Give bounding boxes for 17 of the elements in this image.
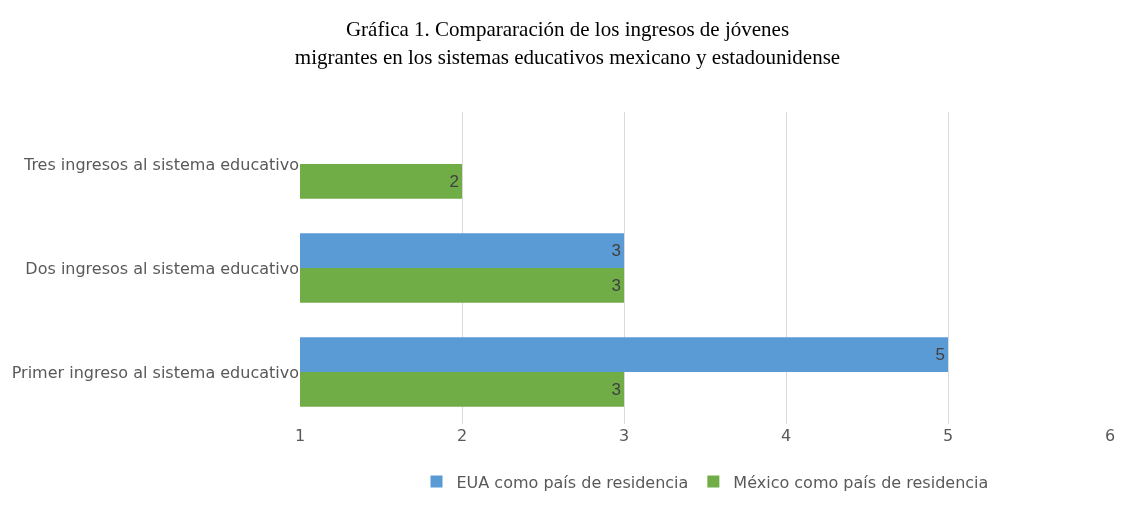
y-tick-label: Tres ingresos al sistema educativo xyxy=(22,154,299,174)
x-tick-label: 1 xyxy=(294,426,306,445)
y-tick-label: Dos ingresos al sistema educativo xyxy=(25,258,299,278)
data-label: 5 xyxy=(935,345,945,365)
x-tick-label: 3 xyxy=(618,426,630,445)
data-label: 3 xyxy=(611,275,621,295)
chart-title: Gráfica 1. Compararación de los ingresos de jóvenes migrantes en los sistemas educativos mexicano y estadounidense xyxy=(294,17,841,69)
data-label: 3 xyxy=(611,379,621,399)
x-tick-label: 5 xyxy=(942,426,954,445)
x-tick-label: 2 xyxy=(456,426,468,445)
data-label: 2 xyxy=(449,171,459,191)
legend-label: EUA como país de residencia xyxy=(456,472,689,492)
data-label: 3 xyxy=(611,241,621,261)
x-tick-label: 4 xyxy=(780,426,792,445)
y-tick-label: Primer ingreso al sistema educativo xyxy=(11,362,299,382)
legend-label: México como país de residencia xyxy=(733,472,989,492)
x-tick-label: 6 xyxy=(1104,426,1116,445)
